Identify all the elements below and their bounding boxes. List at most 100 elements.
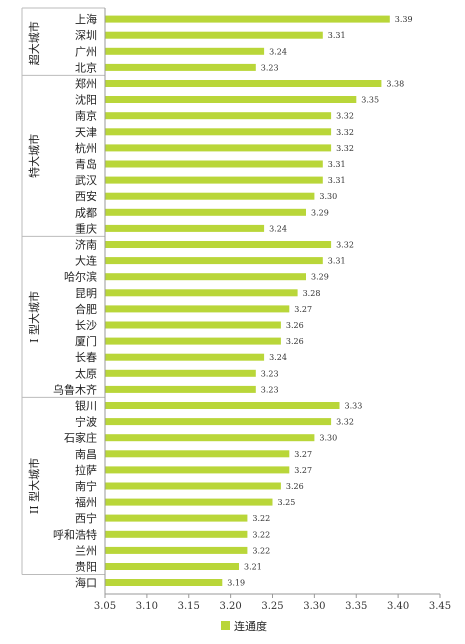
category-label: 武汉 bbox=[75, 174, 97, 187]
group-dividers bbox=[21, 7, 105, 575]
value-label: 3.32 bbox=[336, 144, 354, 153]
bar bbox=[105, 385, 256, 393]
legend: 连通度 bbox=[221, 619, 267, 633]
bar bbox=[105, 579, 223, 586]
value-label: 3.24 bbox=[269, 224, 287, 233]
bar bbox=[105, 160, 323, 168]
category-label: 西宁 bbox=[75, 511, 97, 525]
x-axis: 3.05 3.10 3.15 3.20 3.25 3.30 3.35 3.40 3.45 bbox=[94, 8, 451, 612]
category-label: 厦门 bbox=[75, 334, 97, 348]
value-label: 3.32 bbox=[336, 112, 354, 121]
value-label: 3.27 bbox=[294, 450, 312, 459]
bar bbox=[105, 224, 265, 232]
category-label: 昆明 bbox=[75, 287, 97, 300]
category-label: 青岛 bbox=[75, 157, 97, 171]
category-label: 石家庄 bbox=[64, 431, 97, 445]
bar bbox=[105, 418, 332, 426]
x-tick-label: 3.45 bbox=[429, 601, 451, 612]
bar bbox=[105, 434, 315, 442]
bar bbox=[105, 257, 323, 265]
category-label: 乌鲁木齐 bbox=[53, 382, 97, 396]
x-tick-label: 3.30 bbox=[303, 601, 325, 612]
category-label: 呼和浩特 bbox=[53, 527, 97, 541]
value-label: 3.24 bbox=[269, 47, 287, 56]
value-label: 3.29 bbox=[311, 208, 329, 217]
value-label: 3.21 bbox=[244, 563, 262, 572]
category-label: 兰州 bbox=[75, 544, 97, 557]
category-label: 长春 bbox=[75, 351, 97, 364]
value-label: 3.23 bbox=[261, 385, 279, 394]
category-label: 南京 bbox=[75, 109, 97, 123]
category-label: 西安 bbox=[75, 189, 97, 203]
value-label: 3.32 bbox=[336, 418, 354, 427]
category-label: 银川 bbox=[75, 399, 97, 413]
value-label: 3.30 bbox=[319, 434, 337, 443]
bar bbox=[105, 514, 248, 522]
value-label: 3.28 bbox=[303, 289, 321, 298]
legend-label: 连通度 bbox=[234, 619, 267, 633]
category-label: 海口 bbox=[75, 576, 97, 590]
legend-swatch bbox=[221, 621, 230, 630]
category-label: 太原 bbox=[75, 367, 97, 380]
category-label: 重庆 bbox=[75, 221, 97, 235]
value-label: 3.27 bbox=[294, 305, 312, 314]
bar bbox=[105, 176, 323, 184]
value-label: 3.31 bbox=[328, 31, 346, 40]
bar bbox=[105, 530, 248, 538]
bar bbox=[105, 546, 248, 554]
bar bbox=[105, 337, 281, 345]
category-label: 南宁 bbox=[75, 479, 97, 493]
x-tick-label: 3.40 bbox=[387, 601, 409, 612]
bar bbox=[105, 144, 332, 152]
x-tick-label: 3.35 bbox=[345, 601, 367, 612]
bar bbox=[105, 96, 357, 103]
value-label: 3.19 bbox=[227, 579, 245, 588]
category-label: 成都 bbox=[75, 206, 97, 219]
value-label: 3.29 bbox=[311, 273, 329, 282]
category-label: 合肥 bbox=[75, 302, 97, 316]
value-label: 3.23 bbox=[261, 63, 279, 72]
value-label: 3.32 bbox=[336, 241, 354, 250]
category-labels: 上海深圳广州北京郑州沈阳南京天津杭州青岛武汉西安成都重庆济南大连哈尔滨昆明合肥长… bbox=[53, 12, 97, 589]
bar bbox=[105, 466, 290, 474]
category-label: 北京 bbox=[75, 60, 97, 74]
value-label: 3.25 bbox=[278, 498, 296, 507]
x-tick-label: 3.15 bbox=[178, 601, 200, 612]
bar bbox=[105, 402, 340, 409]
bar bbox=[105, 112, 332, 120]
group-label: 超大城市 bbox=[27, 21, 41, 65]
value-label: 3.22 bbox=[252, 514, 270, 523]
bar bbox=[105, 305, 290, 313]
value-label: 3.22 bbox=[252, 546, 270, 555]
category-label: 上海 bbox=[75, 12, 97, 26]
bar bbox=[105, 498, 273, 506]
x-tick-label: 3.25 bbox=[261, 601, 283, 612]
value-label: 3.32 bbox=[336, 128, 354, 137]
value-label: 3.31 bbox=[328, 176, 346, 185]
bar bbox=[105, 63, 256, 71]
category-label: 天津 bbox=[75, 126, 97, 139]
bar bbox=[105, 15, 390, 23]
category-label: 拉萨 bbox=[75, 463, 97, 477]
bar bbox=[105, 353, 265, 361]
value-label: 3.38 bbox=[386, 80, 404, 89]
value-label: 3.27 bbox=[294, 466, 312, 475]
value-label: 3.31 bbox=[328, 160, 346, 169]
category-label: 广州 bbox=[75, 45, 97, 58]
value-labels: 3.39 3.31 3.24 3.23 3.38 3.35 3.32 3.32 3.32 3.31… bbox=[227, 15, 412, 587]
bar bbox=[105, 47, 265, 55]
x-tick-label: 3.05 bbox=[94, 601, 116, 612]
bar bbox=[105, 208, 306, 216]
bar bbox=[105, 482, 281, 490]
value-label: 3.35 bbox=[361, 96, 379, 105]
category-label: 沈阳 bbox=[75, 93, 97, 107]
category-label: 哈尔滨 bbox=[64, 270, 97, 284]
bar bbox=[105, 369, 256, 377]
value-label: 3.23 bbox=[261, 369, 279, 378]
bar bbox=[105, 273, 306, 281]
category-label: 杭州 bbox=[75, 141, 97, 155]
category-label: 大连 bbox=[75, 254, 97, 268]
value-label: 3.31 bbox=[328, 257, 346, 266]
